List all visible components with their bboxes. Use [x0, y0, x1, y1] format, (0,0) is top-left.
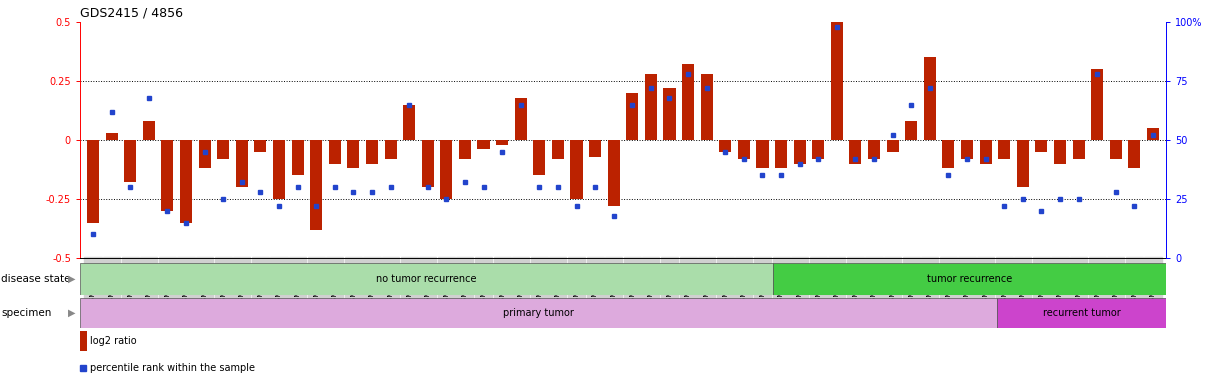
Bar: [81, 263, 773, 295]
Bar: [999, 140, 1010, 159]
Bar: [868, 140, 880, 159]
Bar: [737, 140, 750, 159]
Bar: [310, 140, 322, 230]
Bar: [830, 10, 842, 140]
Bar: [589, 140, 601, 157]
Bar: [701, 74, 713, 140]
Bar: [477, 140, 490, 149]
Bar: [608, 140, 620, 206]
Bar: [125, 140, 137, 182]
Text: specimen: specimen: [1, 308, 51, 318]
Bar: [87, 140, 99, 223]
Bar: [886, 140, 899, 152]
Bar: [1017, 140, 1029, 187]
Bar: [552, 140, 564, 159]
Bar: [328, 140, 341, 164]
Text: log2 ratio: log2 ratio: [89, 336, 136, 346]
Text: ▶: ▶: [68, 274, 76, 284]
Bar: [961, 140, 973, 159]
Bar: [773, 263, 1166, 295]
Bar: [81, 331, 87, 351]
Bar: [254, 140, 266, 152]
Bar: [441, 140, 453, 199]
Bar: [199, 140, 211, 168]
Bar: [850, 140, 862, 164]
Bar: [274, 140, 284, 199]
Bar: [1035, 140, 1048, 152]
Text: percentile rank within the sample: percentile rank within the sample: [89, 363, 254, 373]
Bar: [1054, 140, 1066, 164]
Bar: [683, 65, 694, 140]
Bar: [236, 140, 248, 187]
Bar: [179, 140, 192, 223]
Bar: [979, 140, 991, 164]
Bar: [663, 88, 675, 140]
Bar: [292, 140, 304, 175]
Bar: [719, 140, 731, 152]
Bar: [403, 104, 415, 140]
Bar: [421, 140, 433, 187]
Bar: [924, 57, 935, 140]
Bar: [161, 140, 173, 211]
Bar: [775, 140, 788, 168]
Bar: [1110, 140, 1122, 159]
Bar: [459, 140, 471, 159]
Bar: [217, 140, 230, 159]
Bar: [1072, 140, 1084, 159]
Bar: [105, 133, 117, 140]
Bar: [905, 121, 917, 140]
Bar: [812, 140, 824, 159]
Bar: [385, 140, 397, 159]
Bar: [1147, 128, 1159, 140]
Bar: [757, 140, 768, 168]
Bar: [515, 98, 526, 140]
Bar: [534, 140, 546, 175]
Bar: [143, 121, 155, 140]
Bar: [496, 140, 508, 145]
Bar: [366, 140, 379, 164]
Bar: [645, 74, 657, 140]
Bar: [570, 140, 582, 199]
Text: primary tumor: primary tumor: [503, 308, 574, 318]
Bar: [1128, 140, 1140, 168]
Text: no tumor recurrence: no tumor recurrence: [376, 274, 476, 284]
Bar: [998, 298, 1166, 328]
Bar: [347, 140, 359, 168]
Bar: [626, 93, 639, 140]
Bar: [81, 298, 998, 328]
Bar: [1092, 69, 1104, 140]
Bar: [794, 140, 806, 164]
Text: disease state: disease state: [1, 274, 71, 284]
Text: ▶: ▶: [68, 308, 76, 318]
Text: recurrent tumor: recurrent tumor: [1043, 308, 1121, 318]
Text: GDS2415 / 4856: GDS2415 / 4856: [81, 7, 183, 20]
Bar: [943, 140, 955, 168]
Text: tumor recurrence: tumor recurrence: [927, 274, 1012, 284]
